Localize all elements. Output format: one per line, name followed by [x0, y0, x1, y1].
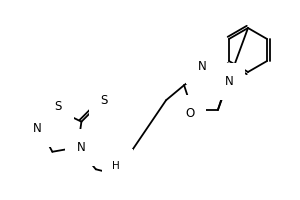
- Text: N: N: [76, 141, 85, 154]
- Text: N: N: [198, 60, 206, 72]
- Text: S: S: [101, 94, 108, 107]
- Text: N: N: [224, 75, 233, 88]
- Text: H: H: [114, 160, 122, 170]
- Text: S: S: [55, 100, 62, 113]
- Text: N: N: [33, 122, 42, 135]
- Text: H: H: [112, 161, 120, 171]
- Text: O: O: [185, 107, 195, 120]
